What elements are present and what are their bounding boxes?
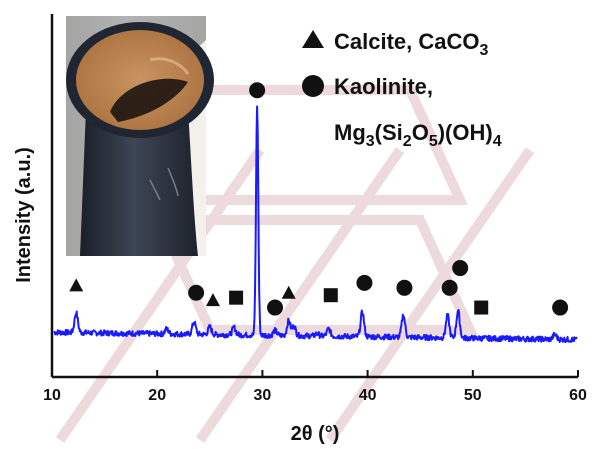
x-tick-label: 10: [43, 387, 61, 404]
calcite-marker-icon: [281, 285, 296, 299]
formula-text-part: Mg: [334, 120, 366, 145]
square-marker-icon: [229, 290, 244, 305]
formula-subscript: 4: [493, 133, 502, 150]
kaolinite-marker-icon: [552, 299, 569, 316]
legend-circle-icon: [302, 75, 324, 97]
calcite-marker-icon: [69, 278, 84, 292]
kaolinite-marker-icon: [188, 284, 205, 301]
series-line: [53, 105, 578, 344]
kaolinite-marker-icon: [452, 260, 469, 277]
legend: Calcite, CaCO3 Kaolinite, Mg3(Si2O5)(OH)…: [302, 29, 502, 150]
axis-frame: [50, 14, 578, 379]
pipe-photo-inset: [66, 16, 214, 256]
calcite-marker-icon: [205, 293, 220, 307]
peak-markers: [69, 82, 569, 316]
kaolinite-marker-icon: [267, 299, 284, 316]
kaolinite-marker-icon: [441, 279, 458, 296]
legend-triangle-icon: [302, 30, 324, 48]
kaolinite-marker-icon: [249, 82, 266, 99]
x-axis: 10 20 30 40 50 60: [43, 370, 587, 404]
legend-label-calcite: Calcite, CaCO3: [334, 29, 489, 59]
kaolinite-marker-icon: [356, 274, 373, 291]
formula-subscript: 2: [403, 133, 412, 150]
kaolinite-marker-icon: [396, 279, 413, 296]
x-tick-label: 30: [254, 387, 272, 404]
legend-formula: Mg3(Si2O5)(OH)4: [334, 120, 502, 150]
y-axis-title: Intensity (a.u.): [13, 147, 35, 283]
x-tick-label: 60: [569, 387, 587, 404]
x-tick-label: 40: [359, 387, 377, 404]
formula-subscript: 5: [429, 133, 438, 150]
x-axis-title: 2θ (°): [291, 423, 340, 445]
x-tick-label: 20: [148, 387, 166, 404]
x-tick-label: 50: [464, 387, 482, 404]
formula-text-part: O: [412, 120, 429, 145]
square-marker-icon: [323, 288, 338, 303]
formula-text-part: (Si: [375, 120, 403, 145]
formula-subscript: 3: [366, 133, 375, 150]
formula-text-part: )(OH): [438, 120, 493, 145]
legend-label-kaolinite: Kaolinite,: [334, 74, 433, 99]
square-marker-icon: [474, 300, 489, 315]
